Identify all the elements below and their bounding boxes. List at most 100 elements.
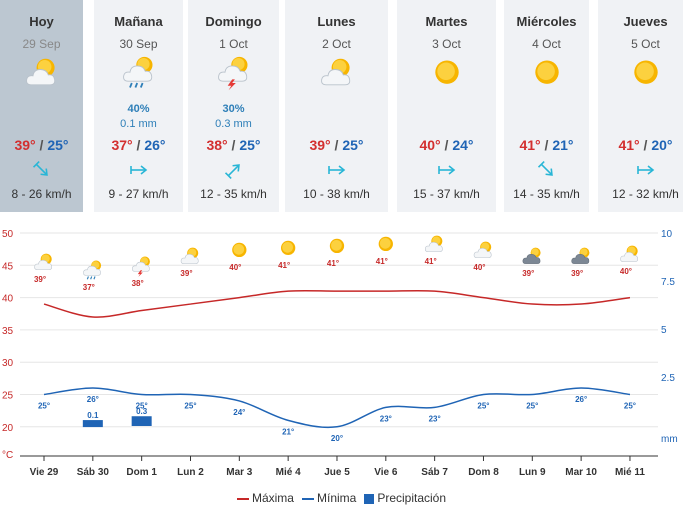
max-temperature: 39° xyxy=(14,137,36,153)
sun-icon xyxy=(232,242,247,258)
x-axis-tick-label: Vie 6 xyxy=(374,467,398,478)
wind-speed: 9 - 27 km/h xyxy=(108,187,169,201)
legend-item[interactable]: Mínima xyxy=(301,491,356,505)
min-temperature-label: 25° xyxy=(624,402,636,411)
min-temperature: 25° xyxy=(239,137,261,153)
arrow-east-icon xyxy=(636,165,654,175)
max-temperature: 40° xyxy=(419,137,441,153)
legend-item[interactable]: Precipitación xyxy=(364,491,446,505)
arrow-northeast-icon xyxy=(224,164,240,180)
min-temperature: 24° xyxy=(452,137,474,153)
day-date: 2 Oct xyxy=(322,37,351,51)
min-temperature-label: 25° xyxy=(38,402,50,411)
min-temperature-label: 24° xyxy=(233,408,245,417)
wind-speed: 10 - 38 km/h xyxy=(303,187,370,201)
temperature-separator: / xyxy=(639,137,652,153)
max-temperature-label: 39° xyxy=(571,269,583,278)
left-axis-tick: 30 xyxy=(2,358,14,369)
max-temperature: 38° xyxy=(206,137,228,153)
rain-probability: 40% xyxy=(127,103,150,115)
min-temperature: 21° xyxy=(552,137,574,153)
min-temperature-label: 21° xyxy=(282,427,294,436)
forecast-day[interactable]: Hoy 29 Sep 39° / 25° 8 - 26 km/h xyxy=(0,0,83,212)
min-temperature: 20° xyxy=(651,137,673,153)
temperature-separator: / xyxy=(540,137,553,153)
min-temperature-label: 25° xyxy=(477,402,489,411)
day-name: Jueves xyxy=(623,14,668,29)
sun-icon xyxy=(534,60,559,84)
temperature-separator: / xyxy=(330,137,343,153)
x-axis-tick-label: Mar 3 xyxy=(226,467,253,478)
forecast-day[interactable]: Domingo 1 Oct 30% 0.3 mm 38° / 25° 12 - 35 km… xyxy=(188,0,279,212)
forecast-day[interactable]: Miércoles 4 Oct 41° / 21° 14 - 35 km/h xyxy=(504,0,589,212)
max-temperature-label: 40° xyxy=(473,263,485,272)
right-axis-tick: 7.5 xyxy=(661,277,675,288)
wind-speed: 15 - 37 km/h xyxy=(413,187,480,201)
storm-sun-icon xyxy=(217,56,247,91)
forecast-day[interactable]: Lunes 2 Oct 39° / 25° 10 - 38 km/h xyxy=(285,0,388,212)
sun-cloud-icon xyxy=(180,247,199,264)
day-name: Lunes xyxy=(317,14,356,29)
sun-cloud-icon xyxy=(620,245,639,262)
left-axis-tick: 45 xyxy=(2,261,14,272)
max-temperature-label: 37° xyxy=(83,283,95,292)
sun-icon xyxy=(434,60,459,84)
precipitation-label: 0.3 xyxy=(136,407,148,416)
x-axis-tick-label: Mié 4 xyxy=(276,467,301,478)
day-date: 30 Sep xyxy=(119,37,158,51)
forecast-day[interactable]: Mañana 30 Sep 40% 0.1 mm 37° / 26° 9 - 27 km/… xyxy=(94,0,183,212)
x-axis-tick-label: Dom 8 xyxy=(468,467,499,478)
day-date: 4 Oct xyxy=(532,37,561,51)
max-temperature-label: 38° xyxy=(132,279,144,288)
max-temperature-label: 41° xyxy=(278,261,290,270)
max-temperature-label: 40° xyxy=(229,263,241,272)
x-axis-tick-label: Lun 9 xyxy=(519,467,546,478)
right-axis-tick: 10 xyxy=(661,229,673,240)
min-temperature-label: 25° xyxy=(184,402,196,411)
day-temperatures: 39° / 25° xyxy=(0,137,83,153)
min-temperature-label: 25° xyxy=(136,402,148,411)
temperature-chart: 20 25 30 35 40 45 50 °C 2.5 5 7.5 10 mm Vie 29 Sáb 30 D… xyxy=(2,229,678,478)
min-temperature-label: 23° xyxy=(380,414,392,423)
max-temperature: 39° xyxy=(309,137,331,153)
rain-probability: 30% xyxy=(222,103,245,115)
precipitation-label: 0.1 xyxy=(87,411,99,420)
sun-cloud-icon xyxy=(473,241,492,258)
sun-icon xyxy=(378,236,393,252)
min-temperature-label: 23° xyxy=(429,414,441,423)
day-temperatures: 40° / 24° xyxy=(397,137,496,153)
forecast-day[interactable]: Jueves 5 Oct 41° / 20° 12 - 32 km/h xyxy=(598,0,683,212)
legend-item[interactable]: Máxima xyxy=(236,491,294,505)
min-temperature-label: 20° xyxy=(331,434,343,443)
sun-cloud-icon xyxy=(34,253,53,270)
min-temperature-label: 25° xyxy=(526,402,538,411)
min-temperature-label: 26° xyxy=(575,395,587,404)
max-temperature: 37° xyxy=(111,137,133,153)
day-name: Miércoles xyxy=(516,14,577,29)
left-axis-tick: 50 xyxy=(2,229,14,240)
x-axis-tick-label: Sáb 7 xyxy=(421,467,448,478)
x-axis-tick-label: Lun 2 xyxy=(177,467,204,478)
precipitation-bar[interactable] xyxy=(82,420,103,428)
right-axis-tick: 5 xyxy=(661,325,667,336)
max-temperature-label: 39° xyxy=(180,269,192,278)
x-axis-tick-label: Sáb 30 xyxy=(77,467,110,478)
legend-label: Máxima xyxy=(251,491,294,505)
legend-swatch xyxy=(364,493,375,504)
forecast-day[interactable]: Martes 3 Oct 40° / 24° 15 - 37 km/h xyxy=(397,0,496,212)
day-name: Hoy xyxy=(29,14,54,29)
x-axis-tick-label: Mar 10 xyxy=(565,467,597,478)
sun-cloud-icon xyxy=(25,58,55,86)
sun-cloud-rain-icon xyxy=(122,56,152,88)
day-temperatures: 39° / 25° xyxy=(285,137,388,153)
wind-speed: 14 - 35 km/h xyxy=(513,187,580,201)
max-temperature: 41° xyxy=(618,137,640,153)
sun-cloud-icon xyxy=(320,58,350,86)
min-temperature: 25° xyxy=(342,137,364,153)
rain-amount: 0.3 mm xyxy=(215,118,252,130)
dark-cloud-sun-icon xyxy=(522,247,541,264)
wind-speed: 12 - 35 km/h xyxy=(200,187,267,201)
left-axis-tick: 25 xyxy=(2,391,14,402)
day-name: Martes xyxy=(425,14,468,29)
precipitation-bar[interactable] xyxy=(131,416,152,426)
